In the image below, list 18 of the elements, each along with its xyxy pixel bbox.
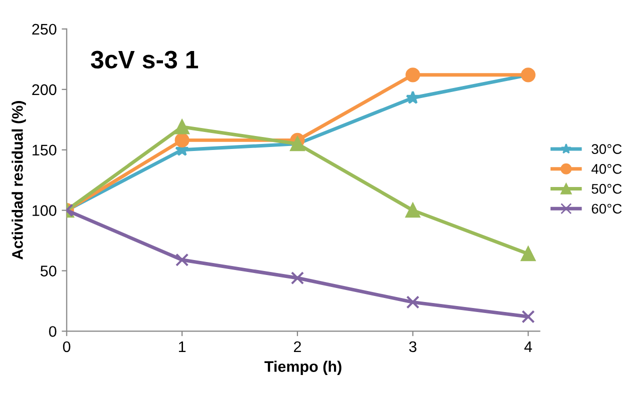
y-tick-label: 200: [32, 84, 56, 96]
legend-label: 50°C: [592, 184, 622, 194]
x-tick-label: 3: [409, 341, 416, 352]
x-tick-label: 2: [294, 341, 301, 352]
y-tick-label: 250: [32, 24, 56, 35]
text: 3cV s-3 1: [90, 50, 198, 69]
x-axis-title: Tiempo (h): [264, 360, 342, 375]
legend-label: 30°C: [592, 144, 622, 154]
x-tick-label: 4: [524, 341, 532, 352]
legend-label: 40°C: [591, 164, 622, 174]
y-tick-label: 50: [40, 266, 56, 276]
y-tick-label: 0: [49, 326, 56, 337]
y-tick-label: 100: [32, 205, 56, 216]
x-tick-label: 0: [63, 341, 70, 352]
y-tick-label: 150: [32, 144, 56, 156]
legend-label: 60°C: [592, 204, 622, 214]
y-axis-title: Actividad residual (%): [12, 101, 26, 260]
x-tick-label: 1: [178, 341, 186, 352]
